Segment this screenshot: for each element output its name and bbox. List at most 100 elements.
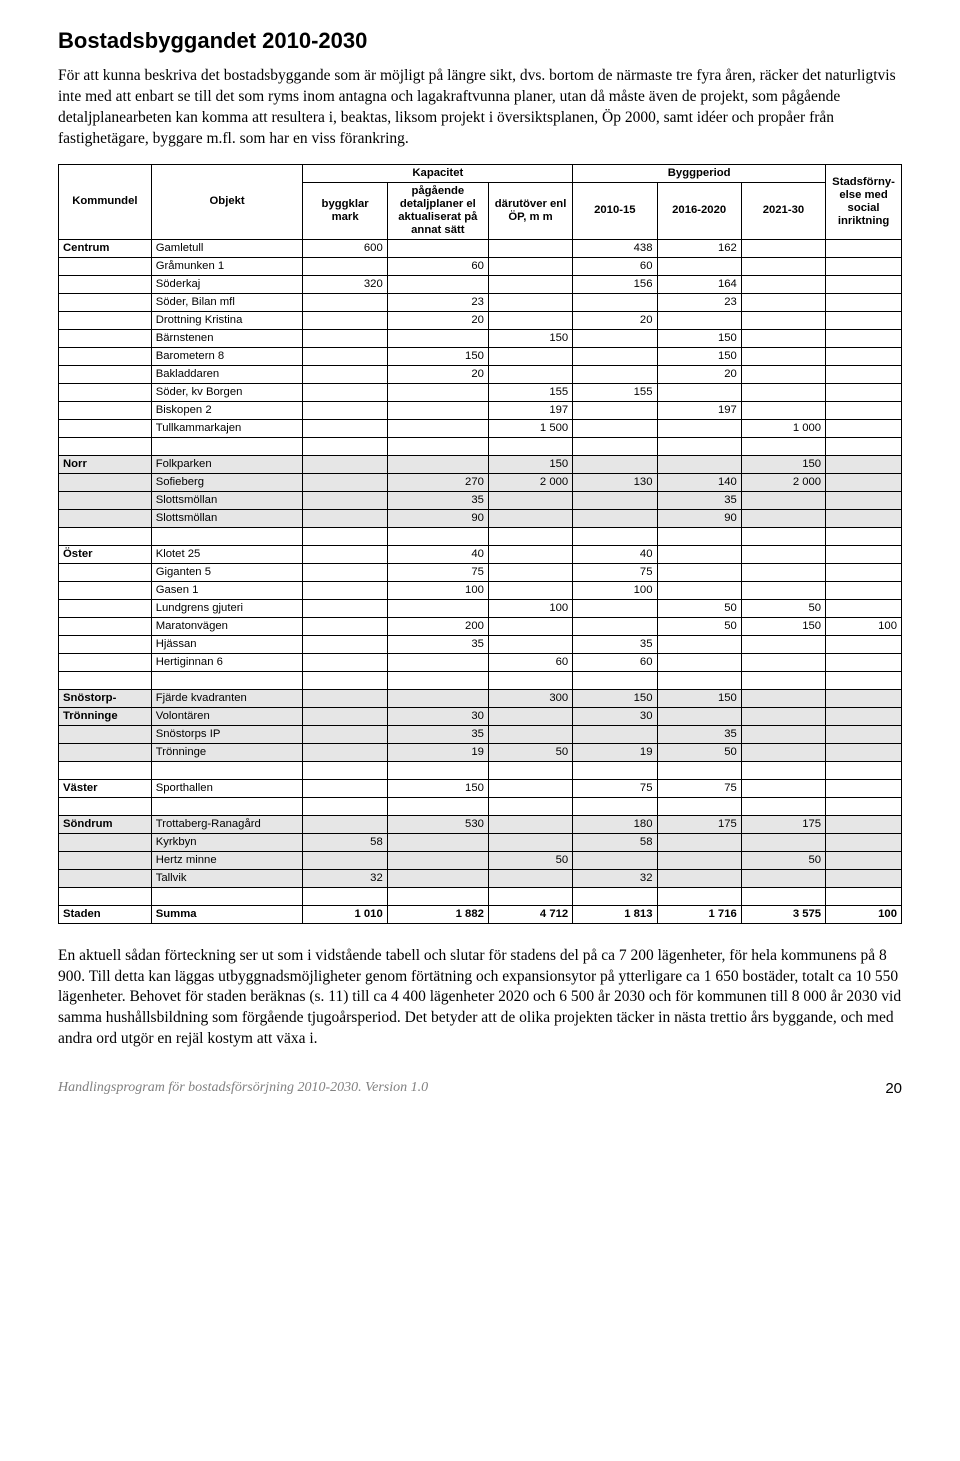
cell-p1 bbox=[573, 455, 657, 473]
cell-objekt: Hertz minne bbox=[151, 851, 303, 869]
cell-b3: 1 500 bbox=[488, 419, 572, 437]
cell-p3: 1 000 bbox=[741, 419, 825, 437]
cell-kommundel: Centrum bbox=[59, 239, 152, 257]
cell-objekt: Giganten 5 bbox=[151, 563, 303, 581]
cell-kommundel bbox=[59, 869, 152, 887]
cell-b3 bbox=[488, 833, 572, 851]
cell-sf bbox=[826, 239, 902, 257]
page-footer: Handlingsprogram för bostadsförsörjning … bbox=[58, 1080, 902, 1097]
cell-b2: 35 bbox=[387, 491, 488, 509]
cell-p3: 3 575 bbox=[741, 905, 825, 923]
cell-p2 bbox=[657, 257, 741, 275]
cell-b1: 320 bbox=[303, 275, 387, 293]
cell-p1 bbox=[573, 365, 657, 383]
cell-sf bbox=[826, 779, 902, 797]
cell-p3 bbox=[741, 329, 825, 347]
cell-b1 bbox=[303, 455, 387, 473]
table-row: Centrum Gamletull 600 438 162 bbox=[59, 239, 902, 257]
cell-b3 bbox=[488, 365, 572, 383]
cell-b3 bbox=[488, 257, 572, 275]
cell-sf bbox=[826, 869, 902, 887]
table-row: Trönninge 19 50 19 50 bbox=[59, 743, 902, 761]
cell-p1: 60 bbox=[573, 257, 657, 275]
cell-sf bbox=[826, 401, 902, 419]
cell-b2 bbox=[387, 599, 488, 617]
table-row: Tullkammarkajen 1 500 1 000 bbox=[59, 419, 902, 437]
cell-sf bbox=[826, 563, 902, 581]
cell-objekt: Snöstorps IP bbox=[151, 725, 303, 743]
table-row: Söder, kv Borgen 155 155 bbox=[59, 383, 902, 401]
cell-b2 bbox=[387, 275, 488, 293]
cell-b1 bbox=[303, 419, 387, 437]
cell-kommundel bbox=[59, 365, 152, 383]
cell-p2: 162 bbox=[657, 239, 741, 257]
cell-sf bbox=[826, 293, 902, 311]
cell-sf bbox=[826, 509, 902, 527]
cell-b3: 50 bbox=[488, 743, 572, 761]
cell-p3 bbox=[741, 257, 825, 275]
cell-kommundel: Staden bbox=[59, 905, 152, 923]
cell-p3 bbox=[741, 239, 825, 257]
cell-p1 bbox=[573, 419, 657, 437]
cell-b2: 20 bbox=[387, 365, 488, 383]
cell-objekt: Hjässan bbox=[151, 635, 303, 653]
cell-kommundel bbox=[59, 725, 152, 743]
cell-kommundel bbox=[59, 599, 152, 617]
cell-p1: 438 bbox=[573, 239, 657, 257]
cell-p2: 90 bbox=[657, 509, 741, 527]
table-blank-row bbox=[59, 671, 902, 689]
cell-objekt: Slottsmöllan bbox=[151, 509, 303, 527]
table-row: Maratonvägen 200 50 150 100 bbox=[59, 617, 902, 635]
cell-b3: 150 bbox=[488, 329, 572, 347]
th-p2: 2016-2020 bbox=[657, 182, 741, 239]
table-row: Kyrkbyn 58 58 bbox=[59, 833, 902, 851]
cell-p1 bbox=[573, 725, 657, 743]
cell-b3 bbox=[488, 293, 572, 311]
cell-p1: 40 bbox=[573, 545, 657, 563]
cell-kommundel bbox=[59, 329, 152, 347]
cell-objekt: Bärnstenen bbox=[151, 329, 303, 347]
cell-objekt: Trottaberg-Ranagård bbox=[151, 815, 303, 833]
cell-b1 bbox=[303, 347, 387, 365]
cell-b2: 150 bbox=[387, 347, 488, 365]
cell-p2: 50 bbox=[657, 599, 741, 617]
cell-b2 bbox=[387, 239, 488, 257]
cell-p1: 58 bbox=[573, 833, 657, 851]
table-row: Öster Klotet 25 40 40 bbox=[59, 545, 902, 563]
cell-p3 bbox=[741, 293, 825, 311]
table-row: Norr Folkparken 150 150 bbox=[59, 455, 902, 473]
cell-b3 bbox=[488, 779, 572, 797]
cell-kommundel: Norr bbox=[59, 455, 152, 473]
cell-b3: 4 712 bbox=[488, 905, 572, 923]
cell-p2: 23 bbox=[657, 293, 741, 311]
cell-p2: 140 bbox=[657, 473, 741, 491]
cell-b1 bbox=[303, 545, 387, 563]
th-kapacitet: Kapacitet bbox=[303, 164, 573, 182]
cell-b2: 40 bbox=[387, 545, 488, 563]
cell-b3 bbox=[488, 815, 572, 833]
cell-objekt: Drottning Kristina bbox=[151, 311, 303, 329]
cell-objekt: Trönninge bbox=[151, 743, 303, 761]
cell-p1: 180 bbox=[573, 815, 657, 833]
cell-kommundel: Väster bbox=[59, 779, 152, 797]
cell-b2 bbox=[387, 869, 488, 887]
table-row: Bakladdaren 20 20 bbox=[59, 365, 902, 383]
cell-sf bbox=[826, 311, 902, 329]
cell-p1: 20 bbox=[573, 311, 657, 329]
cell-b3: 60 bbox=[488, 653, 572, 671]
cell-sf bbox=[826, 725, 902, 743]
cell-b1 bbox=[303, 509, 387, 527]
intro-paragraph: För att kunna beskriva det bostadsbyggan… bbox=[58, 66, 902, 150]
cell-b2 bbox=[387, 689, 488, 707]
cell-b3: 2 000 bbox=[488, 473, 572, 491]
cell-p1: 1 813 bbox=[573, 905, 657, 923]
table-row: Hertz minne 50 50 bbox=[59, 851, 902, 869]
cell-b3 bbox=[488, 239, 572, 257]
cell-p1: 155 bbox=[573, 383, 657, 401]
cell-p1: 60 bbox=[573, 653, 657, 671]
cell-b1 bbox=[303, 707, 387, 725]
cell-sf bbox=[826, 365, 902, 383]
cell-objekt: Barometern 8 bbox=[151, 347, 303, 365]
cell-b1 bbox=[303, 257, 387, 275]
cell-b1: 600 bbox=[303, 239, 387, 257]
